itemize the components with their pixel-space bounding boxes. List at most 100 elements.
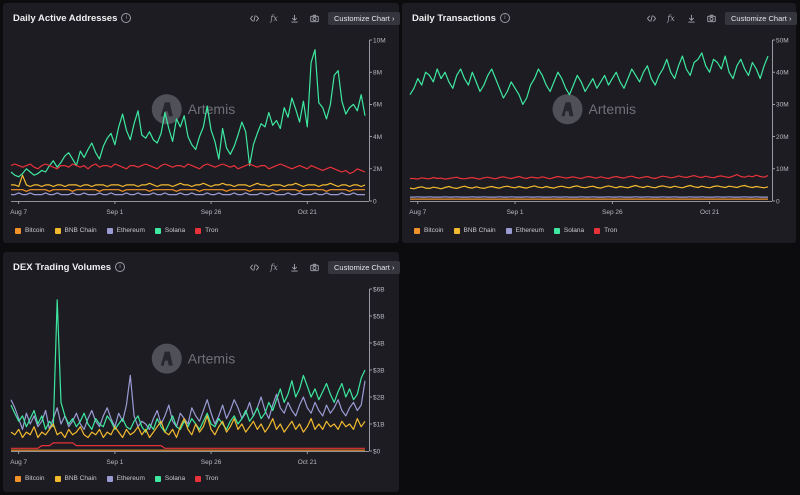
legend-swatch — [54, 227, 61, 234]
customize-chart-button[interactable]: Customize Chart › — [725, 12, 798, 25]
legend-item-bitcoin[interactable]: Bitcoin — [15, 227, 45, 234]
series-line-ethereum[interactable] — [10, 374, 366, 430]
legend-swatch — [154, 475, 161, 482]
x-tick-label: Sep 26 — [602, 209, 623, 216]
y-tick-label: 0 — [776, 198, 780, 205]
y-tick-label: 8M — [373, 70, 382, 77]
y-tick-label: $0 — [373, 448, 381, 455]
x-tick-label: Aug 7 — [10, 459, 27, 466]
download-icon[interactable] — [284, 261, 304, 274]
series-line-bnb-chain[interactable] — [10, 415, 366, 439]
panel-title: Daily Active Addresses i — [13, 13, 132, 24]
panel-header: Daily Active Addresses i fx Customize Cha… — [3, 3, 401, 33]
legend-label: Ethereum — [116, 227, 145, 234]
x-tick-label: Oct 21 — [298, 209, 318, 216]
legend-label: Bitcoin — [25, 227, 45, 234]
legend-item-solana[interactable]: Solana — [154, 475, 186, 482]
series-line-bitcoin[interactable] — [11, 189, 365, 192]
legend-label: Tron — [205, 475, 219, 482]
function-icon[interactable]: fx — [667, 14, 675, 23]
download-icon[interactable] — [284, 12, 304, 25]
y-tick-label: 40M — [776, 70, 789, 77]
function-icon[interactable]: fx — [270, 14, 278, 23]
series-line-solana[interactable] — [10, 299, 366, 433]
legend-item-solana[interactable]: Solana — [154, 227, 185, 234]
legend-item-bnb-chain[interactable]: BNB Chain — [54, 227, 97, 234]
legend-label: Ethereum — [515, 227, 544, 234]
x-tick-label: Aug 7 — [409, 209, 426, 216]
legend-item-bitcoin[interactable]: Bitcoin — [15, 475, 45, 482]
panel-header: DEX Trading Volumes i fx Customize Chart … — [3, 252, 401, 282]
customize-chart-button[interactable]: Customize Chart › — [328, 261, 401, 274]
legend-item-ethereum[interactable]: Ethereum — [106, 227, 145, 234]
info-icon[interactable]: i — [115, 262, 126, 273]
legend-item-bnb-chain[interactable]: BNB Chain — [453, 227, 496, 234]
legend-swatch — [594, 227, 601, 234]
legend-swatch — [15, 475, 21, 482]
chart-legend: Bitcoin BNB Chain Ethereum Solana Tron — [15, 227, 218, 234]
camera-icon[interactable] — [701, 12, 721, 25]
artemis-logo-mark — [160, 351, 173, 366]
legend-label: Solana — [164, 475, 186, 482]
series-line-ethereum[interactable] — [11, 192, 365, 196]
artemis-logo-mark — [160, 102, 173, 117]
legend-item-tron[interactable]: Tron — [594, 227, 617, 234]
legend-item-tron[interactable]: Tron — [195, 475, 218, 482]
info-icon[interactable]: i — [121, 13, 132, 24]
y-tick-label: 10M — [776, 166, 789, 173]
series-line-solana[interactable] — [409, 52, 769, 106]
code-icon[interactable] — [641, 12, 661, 25]
y-tick-label: 6M — [373, 102, 382, 109]
download-icon[interactable] — [681, 12, 701, 25]
info-icon[interactable]: i — [499, 13, 510, 24]
series-line-bnb-chain[interactable] — [409, 184, 769, 190]
artemis-watermark: Artemis — [552, 94, 636, 125]
legend-swatch — [154, 227, 161, 234]
legend-label: Ethereum — [116, 475, 145, 482]
legend-swatch — [54, 475, 61, 482]
legend-swatch — [414, 227, 420, 234]
chart-title: Daily Transactions — [412, 13, 496, 24]
series-line-solana[interactable] — [10, 49, 366, 178]
legend-label: Solana — [563, 227, 585, 234]
chart-legend: Bitcoin BNB Chain Ethereum Solana Tron — [414, 227, 617, 234]
legend-item-ethereum[interactable]: Ethereum — [106, 475, 145, 482]
legend-item-bitcoin[interactable]: Bitcoin — [414, 227, 444, 234]
chart-plot: Artemis 10M 8M 6M 4M 2M 0 Aug 7 Sep 1 Sep 26 Oct 2… — [10, 37, 386, 216]
legend-swatch — [195, 475, 202, 482]
artemis-watermark: Artemis — [151, 343, 235, 374]
series-line-tron[interactable] — [10, 163, 366, 175]
legend-label: Tron — [604, 227, 618, 234]
legend-item-solana[interactable]: Solana — [553, 227, 585, 234]
legend-swatch — [106, 227, 113, 234]
chart-toolbar: fx Customize Chart › — [244, 261, 401, 274]
series-line-tron[interactable] — [11, 442, 365, 449]
code-icon[interactable] — [244, 12, 264, 25]
camera-icon[interactable] — [304, 12, 324, 25]
watermark-text: Artemis — [188, 351, 235, 367]
y-tick-label: $6B — [373, 286, 385, 293]
watermark-text: Artemis — [188, 101, 235, 117]
y-tick-label: 30M — [776, 102, 789, 109]
legend-item-ethereum[interactable]: Ethereum — [505, 227, 544, 234]
legend-item-bnb-chain[interactable]: BNB Chain — [54, 475, 97, 482]
y-tick-label: 10M — [373, 37, 386, 44]
legend-swatch — [505, 227, 512, 234]
customize-chart-button[interactable]: Customize Chart › — [328, 12, 401, 25]
x-tick-label: Oct 21 — [700, 209, 720, 216]
camera-icon[interactable] — [304, 261, 324, 274]
legend-label: Bitcoin — [25, 475, 45, 482]
x-tick-label: Aug 7 — [10, 209, 27, 216]
y-tick-label: $3B — [373, 367, 385, 374]
function-icon[interactable]: fx — [270, 263, 278, 272]
daily-active-addresses-panel: Daily Active Addresses i fx Customize Cha… — [3, 3, 401, 243]
watermark-text: Artemis — [589, 101, 636, 117]
legend-item-tron[interactable]: Tron — [195, 227, 218, 234]
y-tick-label: $1B — [373, 421, 385, 428]
y-tick-label: 4M — [373, 134, 382, 141]
series-line-tron[interactable] — [410, 174, 769, 180]
series-line-bnb-chain[interactable] — [11, 174, 366, 188]
code-icon[interactable] — [244, 261, 264, 274]
x-tick-label: Sep 1 — [106, 459, 123, 466]
artemis-logo-mark — [561, 102, 574, 117]
